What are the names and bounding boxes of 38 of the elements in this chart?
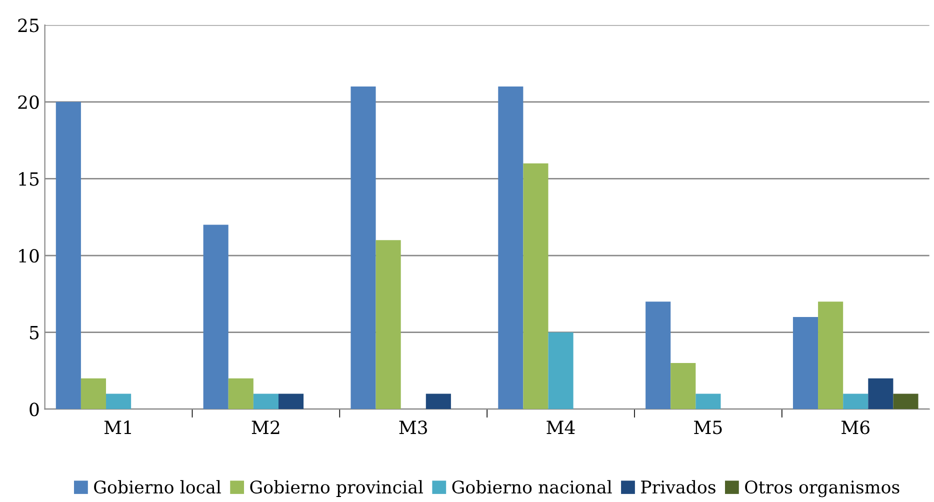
bar xyxy=(792,316,818,410)
legend-label: Otros organismos xyxy=(745,480,900,498)
bar xyxy=(646,302,671,410)
bar xyxy=(56,102,81,410)
bar xyxy=(203,224,228,410)
legend-label: Gobierno local xyxy=(94,480,221,494)
bar xyxy=(548,332,574,410)
bar xyxy=(228,378,254,410)
legend-label: Privados xyxy=(641,480,716,494)
y-tick-label: 0 xyxy=(30,402,39,416)
x-tick-label: M3 xyxy=(399,420,428,434)
bar xyxy=(80,378,106,410)
x-tick-label: M4 xyxy=(546,420,575,434)
x-tick-label: M1 xyxy=(104,420,131,434)
legend-label: Gobierno provincial xyxy=(250,480,424,497)
y-tick-label: 20 xyxy=(18,95,39,110)
bar xyxy=(106,394,132,410)
bar xyxy=(670,363,696,410)
bar xyxy=(868,378,894,410)
y-tick-label: 15 xyxy=(19,172,39,186)
bar xyxy=(523,163,548,410)
bar xyxy=(843,394,868,410)
y-tick-label: 5 xyxy=(30,326,39,340)
bar xyxy=(696,394,721,410)
bar xyxy=(350,86,376,410)
legend-label: Gobierno nacional xyxy=(452,480,612,494)
bar xyxy=(278,394,304,410)
x-tick-label: M6 xyxy=(842,420,870,434)
bar xyxy=(426,394,451,410)
x-tick-label: M2 xyxy=(252,420,280,434)
bar xyxy=(893,394,918,410)
bar xyxy=(253,394,278,410)
y-tick-label: 25 xyxy=(18,18,39,32)
bar xyxy=(498,86,524,410)
bar xyxy=(818,302,844,410)
x-tick-label: M5 xyxy=(694,420,722,434)
bar xyxy=(376,240,401,410)
y-tick-label: 10 xyxy=(19,248,39,263)
